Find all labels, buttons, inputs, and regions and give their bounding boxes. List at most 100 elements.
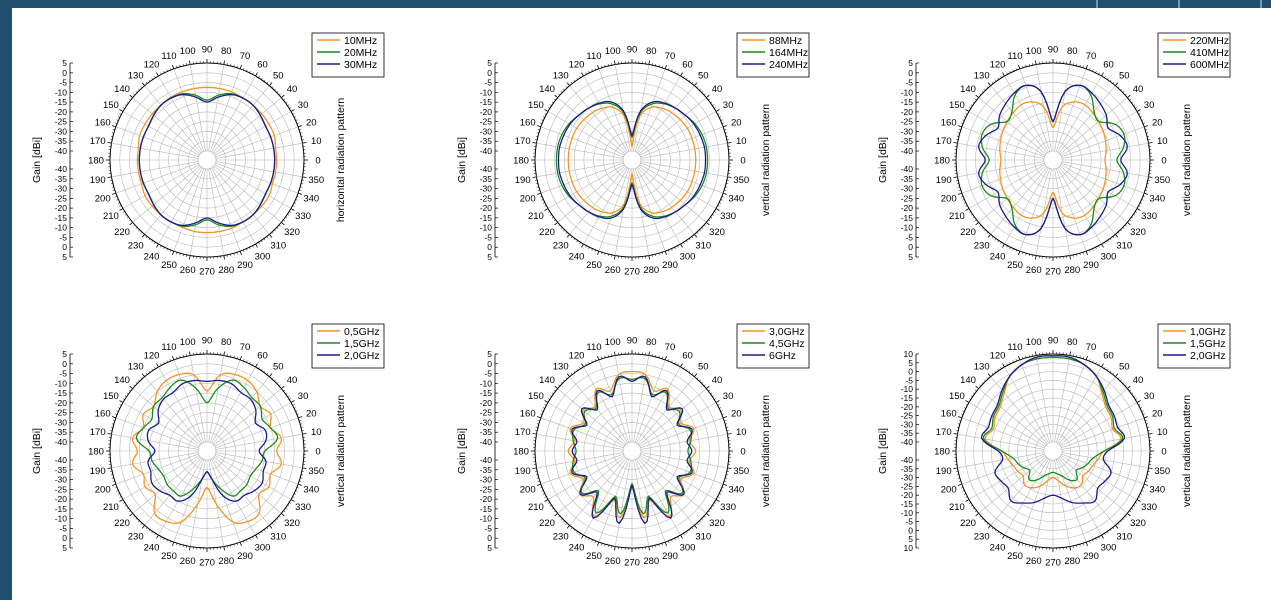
radial-tick-label: 0 bbox=[487, 359, 492, 369]
angle-minor-tick bbox=[263, 79, 266, 82]
angle-minor-tick bbox=[721, 122, 724, 124]
angle-minor-tick bbox=[1000, 366, 1002, 369]
grid-spoke bbox=[158, 167, 203, 245]
radial-tick-label: -15 bbox=[480, 97, 493, 107]
angle-minor-tick bbox=[701, 518, 704, 520]
angle-tick-label: 130 bbox=[974, 362, 990, 373]
angle-tick bbox=[664, 64, 667, 69]
angle-tick bbox=[723, 125, 728, 128]
angle-minor-tick bbox=[166, 248, 168, 251]
angle-minor-tick bbox=[691, 527, 694, 530]
angle-minor-tick bbox=[285, 507, 288, 510]
angle-tick-label: 180 bbox=[513, 447, 529, 458]
angle-minor-tick bbox=[246, 69, 248, 72]
angle-tick bbox=[1069, 60, 1071, 65]
angle-minor-tick bbox=[686, 240, 688, 243]
angle-minor-tick bbox=[958, 420, 961, 422]
angle-tick-label: 0 bbox=[1161, 447, 1166, 458]
legend-entry: 410MHz bbox=[1190, 47, 1229, 59]
legend-entry: 0,5GHz bbox=[344, 326, 380, 338]
angle-minor-tick bbox=[696, 377, 699, 380]
angle-tick-label: 140 bbox=[114, 84, 130, 95]
angle-tick-label: 20 bbox=[731, 118, 742, 129]
angle-minor-tick bbox=[703, 515, 706, 518]
angle-tick bbox=[544, 208, 549, 211]
angle-tick bbox=[536, 192, 541, 195]
angle-tick-label: 160 bbox=[95, 118, 111, 129]
angle-tick-label: 130 bbox=[128, 362, 144, 373]
angle-minor-tick bbox=[294, 493, 297, 495]
angle-minor-tick bbox=[1117, 377, 1120, 380]
angle-minor-tick bbox=[714, 502, 717, 504]
angle-tick-label: 210 bbox=[103, 211, 119, 222]
angle-tick bbox=[715, 109, 720, 112]
grid-spoke bbox=[115, 417, 199, 449]
angle-minor-tick bbox=[553, 389, 556, 392]
angle-minor-tick bbox=[115, 413, 118, 415]
grid-spoke bbox=[111, 161, 199, 178]
angle-minor-tick bbox=[266, 527, 269, 530]
legend-entry: 2,0GHz bbox=[1190, 350, 1226, 362]
grid-spoke bbox=[614, 64, 631, 152]
angle-tick-label: 30 bbox=[298, 391, 309, 402]
grid-spoke bbox=[636, 167, 681, 245]
angle-minor-tick bbox=[570, 236, 573, 239]
angle-minor-tick bbox=[1133, 214, 1136, 216]
angle-tick-label: 320 bbox=[1130, 227, 1146, 238]
radial-tick-label: -30 bbox=[901, 419, 914, 429]
angle-tick bbox=[129, 513, 133, 517]
angle-minor-tick bbox=[699, 379, 701, 382]
radial-tick-label: 10 bbox=[904, 543, 914, 553]
legend-entry: 30MHz bbox=[344, 59, 377, 71]
angle-tick-label: 290 bbox=[1083, 260, 1099, 271]
angle-minor-tick bbox=[1095, 70, 1097, 73]
radial-tick-label: 5 bbox=[487, 58, 492, 68]
angle-tick-label: 100 bbox=[605, 46, 621, 57]
angle-minor-tick bbox=[570, 527, 573, 530]
grid-spoke bbox=[961, 453, 1045, 485]
angle-tick bbox=[290, 109, 295, 112]
angle-tick bbox=[532, 142, 537, 144]
angle-tick-label: 270 bbox=[1045, 267, 1061, 278]
grid-spoke bbox=[212, 457, 270, 526]
radial-tick-label: -5 bbox=[484, 232, 492, 242]
angle-minor-tick bbox=[719, 116, 722, 118]
angle-minor-tick bbox=[708, 98, 711, 101]
angle-tick-label: 260 bbox=[1026, 265, 1042, 276]
angle-tick-label: 230 bbox=[553, 241, 569, 252]
angle-minor-tick bbox=[1141, 119, 1144, 121]
angle-minor-tick bbox=[116, 410, 119, 412]
angle-minor-tick bbox=[1089, 540, 1091, 543]
angle-tick bbox=[172, 64, 175, 69]
radial-tick-label: -35 bbox=[55, 427, 68, 437]
angle-minor-tick bbox=[1025, 544, 1027, 547]
radial-tick-label: -40 bbox=[55, 455, 68, 465]
angle-tick-label: 260 bbox=[605, 556, 621, 567]
angle-tick-label: 60 bbox=[1103, 350, 1114, 361]
angle-minor-tick bbox=[154, 533, 156, 536]
angle-tick bbox=[1018, 355, 1021, 360]
angle-minor-tick bbox=[1145, 189, 1148, 191]
angle-minor-tick bbox=[541, 199, 544, 201]
angle-tick-label: 70 bbox=[665, 51, 676, 62]
angle-tick-label: 90 bbox=[202, 45, 213, 56]
angle-minor-tick bbox=[1138, 113, 1141, 115]
angle-tick-label: 190 bbox=[90, 175, 106, 186]
angle-tick bbox=[581, 363, 584, 368]
angle-minor-tick bbox=[169, 249, 171, 252]
grid-spoke bbox=[957, 452, 1045, 469]
angle-minor-tick bbox=[1146, 423, 1149, 425]
angle-minor-tick bbox=[154, 75, 156, 78]
angle-tick bbox=[156, 243, 159, 248]
grid-spoke bbox=[209, 459, 241, 543]
angle-minor-tick bbox=[579, 242, 581, 245]
grid-spoke bbox=[633, 355, 650, 443]
angle-minor-tick bbox=[116, 199, 119, 201]
radial-tick-label: -15 bbox=[480, 504, 493, 514]
grid-spoke bbox=[990, 457, 1048, 526]
angle-minor-tick bbox=[1129, 98, 1132, 101]
angle-tick-label: 300 bbox=[1101, 252, 1117, 263]
angle-minor-tick bbox=[601, 543, 603, 546]
angle-minor-tick bbox=[1124, 515, 1127, 518]
angle-minor-tick bbox=[1107, 531, 1109, 534]
